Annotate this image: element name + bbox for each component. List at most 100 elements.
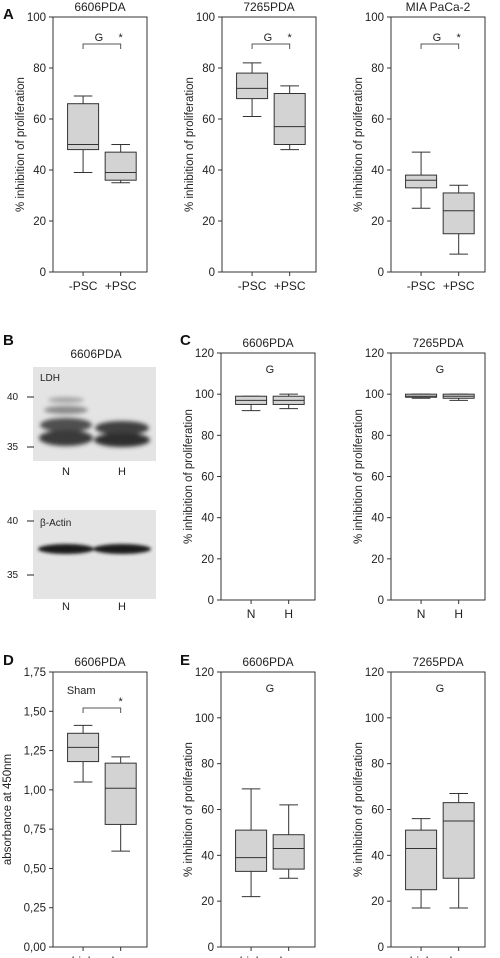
box-n — [235, 395, 268, 412]
significance-star: * — [457, 32, 462, 44]
y-tick-label: 0 — [40, 267, 46, 279]
y-axis-label: absorbance at 450nm — [2, 754, 14, 865]
y-tick-label: 0 — [209, 267, 215, 279]
box-n — [405, 393, 438, 399]
blot-top-protein-label: LDH — [40, 373, 60, 384]
group-label: Sham — [67, 685, 96, 697]
chart-7265pda-density: 7265PDA 0 20 40 60 80 100 120 % inhibition of pr… — [353, 655, 486, 958]
y-tick-label: 100 — [365, 12, 384, 24]
significance-bracket — [82, 707, 122, 713]
y-tick-label: 120 — [195, 667, 214, 679]
chart-6606pda-absorbance: 6606PDA 0,00 0,25 0,50 0,75 1,00 1,25 1,50 1,75 a… — [2, 655, 148, 958]
box-psc — [104, 144, 137, 184]
panel-letter-d: D — [3, 652, 14, 669]
y-tick-label: 0,00 — [24, 942, 46, 954]
box-iqr — [442, 192, 475, 235]
chart-miapaca2-psc: MIA PaCa-2 0 20 40 60 80 100 % inhibition of pr… — [353, 0, 486, 293]
y-tick-label: 0,50 — [24, 863, 46, 875]
y-tick-label: 20 — [202, 216, 215, 228]
box-iqr — [405, 393, 438, 398]
y-tick-label: 80 — [371, 430, 384, 442]
y-tick-label: 60 — [202, 114, 215, 126]
y-tick-label: 100 — [27, 12, 46, 24]
y-tick-label: 40 — [371, 165, 384, 177]
chart-title: MIA PaCa-2 — [406, 0, 471, 14]
box-iqr — [104, 151, 137, 181]
y-tick-label: 20 — [371, 216, 384, 228]
box-psc — [405, 151, 438, 209]
y-axis-label: % inhibition of proliferation — [353, 77, 365, 212]
chart-title: 6606PDA — [242, 336, 293, 350]
actin-bands — [38, 544, 151, 554]
plot-frame — [390, 16, 486, 273]
x-category-label: high — [240, 954, 263, 958]
y-tick-label: 80 — [201, 759, 214, 771]
box-iqr — [272, 834, 305, 870]
significance-bracket — [420, 43, 460, 49]
blot-bottom-background — [33, 510, 156, 599]
y-tick-label: 1,50 — [24, 706, 46, 718]
x-category-label: -PSC — [407, 279, 436, 293]
y-tick-label: 0,75 — [24, 824, 46, 836]
group-label: G — [264, 32, 273, 44]
chart-title: 7265PDA — [243, 0, 294, 14]
y-tick-label: 120 — [365, 667, 384, 679]
y-tick-label: 20 — [371, 554, 384, 566]
blot-title: 6606PDA — [70, 347, 121, 361]
lane-label-h-top: H — [118, 466, 126, 478]
y-tick-label: 100 — [196, 12, 215, 24]
box-low — [104, 756, 137, 852]
chart-7265pda-psc: 7265PDA 0 20 40 60 80 100 % inhibition of proli… — [184, 0, 317, 293]
ldh-bands — [39, 397, 150, 447]
y-tick-label: 0 — [378, 267, 384, 279]
lane-label-h-bottom: H — [118, 601, 126, 613]
box-iqr — [235, 829, 268, 872]
panel-letter-e: E — [180, 652, 190, 669]
plot-frame — [220, 352, 316, 601]
x-category-label: low — [112, 954, 130, 958]
y-tick-label: 20 — [201, 896, 214, 908]
box-iqr — [405, 174, 438, 189]
group-label: G — [436, 683, 445, 695]
x-category-label: N — [247, 607, 256, 621]
box-high — [235, 788, 268, 898]
plot-frame — [220, 671, 316, 948]
box-iqr — [67, 103, 100, 151]
y-tick-label: 60 — [201, 805, 214, 817]
y-tick-label: 0,25 — [24, 903, 46, 915]
y-tick-label: 120 — [195, 348, 214, 360]
y-tick-label: 40 — [371, 850, 384, 862]
x-category-label: H — [284, 607, 293, 621]
y-tick-label: 20 — [371, 896, 384, 908]
plot-frame — [390, 352, 486, 601]
marker-label-35-bottom: 35 — [7, 570, 19, 581]
plot-frame — [221, 16, 317, 273]
x-category-label: N — [417, 607, 426, 621]
y-tick-label: 1,25 — [24, 746, 46, 758]
panel-letter-b: B — [3, 332, 14, 349]
y-tick-label: 120 — [365, 348, 384, 360]
y-tick-label: 60 — [33, 114, 46, 126]
significance-bracket — [82, 43, 122, 49]
western-blot: 6606PDA LDH 40 35 N H β-Actin — [7, 347, 156, 613]
chart-6606pda-psc: 6606PDA 0 20 40 60 80 100 % inhibition of proli… — [15, 0, 148, 293]
blot-bottom-protein-label: β-Actin — [40, 518, 71, 529]
box-low — [272, 804, 305, 879]
box-iqr — [104, 762, 137, 825]
y-tick-label: 80 — [202, 63, 215, 75]
plot-frame — [52, 16, 148, 273]
y-axis-label: % inhibition of proliferation — [15, 77, 27, 212]
y-tick-label: 40 — [371, 513, 384, 525]
significance-star: * — [288, 32, 293, 44]
y-tick-label: 80 — [371, 759, 384, 771]
lane-label-n-bottom: N — [62, 601, 70, 613]
lane-label-n-top: N — [62, 466, 70, 478]
y-tick-label: 60 — [371, 805, 384, 817]
chart-title: 6606PDA — [242, 655, 293, 669]
y-tick-label: 100 — [195, 713, 214, 725]
y-tick-label: 0 — [208, 942, 214, 954]
y-tick-label: 1,00 — [24, 785, 46, 797]
y-tick-label: 60 — [371, 472, 384, 484]
y-tick-label: 100 — [365, 389, 384, 401]
